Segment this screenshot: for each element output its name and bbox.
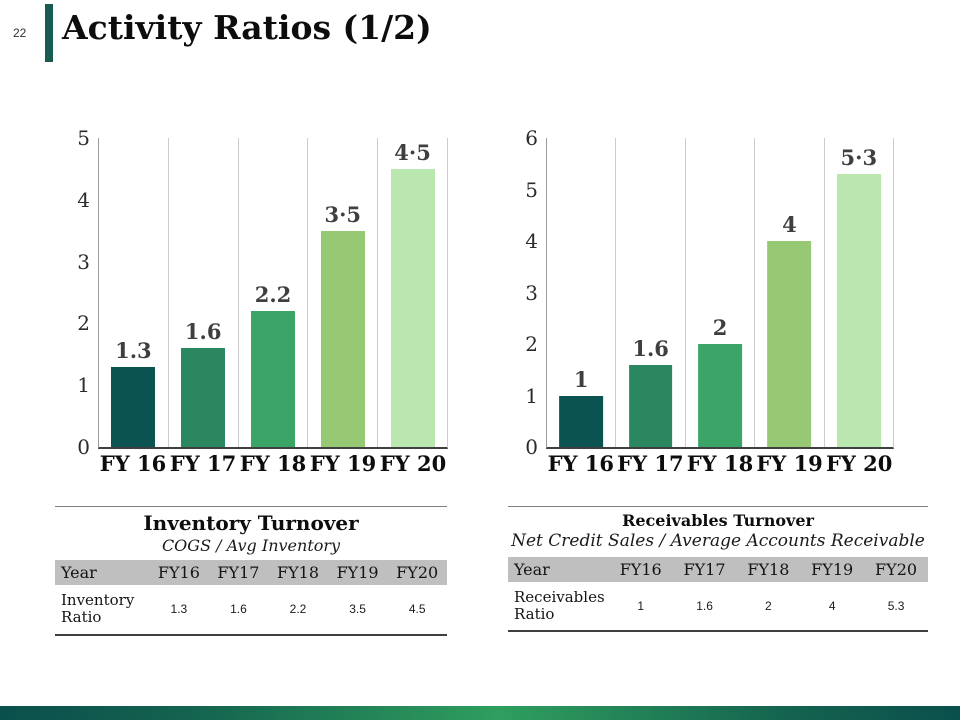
category-column: 1.6: [616, 138, 686, 447]
table-header-cell: FY20: [864, 556, 928, 582]
bar-fy16: [111, 366, 156, 447]
bar-value-label: 1: [573, 366, 589, 392]
table-value-cell: 5.3: [887, 599, 905, 614]
bar-fy18: [698, 344, 742, 447]
bar-value-label: 1.6: [184, 319, 222, 345]
table-value-cell: 1.3: [170, 602, 188, 617]
table-header-cell: FY17: [208, 560, 269, 586]
inventory-turnover-chart: 0 1 2 3 4 5 1.3 1.6 2.2 3·5 4·5 FY 16 FY 17 FY 18 FY 1…: [58, 126, 450, 481]
table-subtitle: Net Credit Sales / Average Accounts Rece…: [511, 531, 925, 552]
y-axis-tick-1: 1: [525, 383, 538, 408]
table-row-label: Receivables Ratio: [514, 587, 605, 624]
y-axis-tick-2: 2: [77, 311, 90, 336]
bar-fy19: [320, 230, 365, 447]
table-value-cell: 1.6: [696, 599, 713, 614]
category-column: 2.2: [239, 138, 309, 447]
x-axis-labels: FY 16 FY 17 FY 18 FY 19 FY 20: [546, 451, 894, 481]
table-value-cell: 1.6: [230, 602, 247, 617]
y-axis-tick-0: 0: [77, 435, 90, 459]
category-column: 4: [755, 138, 825, 447]
table-title: Receivables Turnover: [622, 511, 814, 530]
table-header-cell: Year: [55, 560, 150, 586]
table-value-cell: 2.2: [289, 602, 307, 617]
table-value-cell: 2: [765, 599, 772, 614]
x-axis-label: FY 17: [169, 451, 237, 476]
table-subtitle: COGS / Avg Inventory: [161, 536, 341, 555]
bar-fy18: [250, 311, 295, 447]
y-axis-tick-5: 5: [525, 177, 538, 202]
bar-value-label: 4·5: [394, 139, 431, 165]
bar-value-label: 2.2: [254, 282, 292, 308]
table-value-cell: 4.5: [408, 602, 426, 617]
bar-value-label: 1.3: [115, 337, 152, 363]
x-axis-label: FY 16: [99, 451, 167, 476]
footer-gradient-bar: [0, 706, 960, 720]
plot-area: 1.3 1.6 2.2 3·5 4·5: [98, 138, 448, 449]
table-value-cell: 1: [637, 599, 645, 614]
y-axis-tick-3: 3: [77, 249, 90, 274]
y-axis-tick-2: 2: [525, 332, 538, 356]
category-column: 4·5: [378, 138, 447, 447]
table-row-label: Inventory Ratio: [61, 591, 135, 627]
x-axis-label: FY 19: [756, 451, 823, 476]
bar-value-label: 4: [782, 212, 797, 238]
table-value-cell: 3.5: [349, 602, 366, 617]
bar-value-label: 3·5: [324, 201, 362, 227]
y-axis-tick-5: 5: [77, 126, 90, 150]
table-value-cell: 4: [828, 599, 836, 614]
table-header-cell: FY16: [608, 556, 673, 582]
table-header-cell: FY19: [327, 560, 388, 586]
receivables-turnover-table: Receivables Turnover Net Credit Sales / A…: [508, 506, 928, 633]
data-table: Year FY16 FY17 FY18 FY19 FY20 Receivables Rati…: [508, 556, 928, 633]
y-axis-tick-4: 4: [77, 187, 90, 212]
x-axis-label: FY 18: [686, 451, 754, 476]
table-header-cell: FY19: [800, 556, 865, 582]
plot-area: 1 1.6 2 4 5·3: [546, 138, 894, 449]
y-axis-tick-6: 6: [525, 126, 538, 150]
bar-fy16: [559, 395, 604, 447]
table-title: Inventory Turnover: [143, 511, 359, 535]
bar-fy20: [836, 174, 881, 447]
bar-fy17: [181, 348, 226, 447]
x-axis-label: FY 20: [379, 451, 447, 476]
category-column: 2: [686, 138, 756, 447]
y-axis-tick-0: 0: [525, 435, 538, 459]
data-table: Year FY16 FY17 FY18 FY19 FY20 Inventory Ratio 1…: [55, 560, 447, 636]
category-column: 1.3: [99, 138, 169, 447]
x-axis-label: FY 20: [825, 451, 893, 476]
x-axis-labels: FY 16 FY 17 FY 18 FY 19 FY 20: [98, 451, 448, 481]
y-axis-tick-1: 1: [77, 373, 90, 398]
inventory-turnover-table: Inventory Turnover COGS / Avg Inventory Ye…: [55, 506, 447, 636]
category-column: 1.6: [169, 138, 239, 447]
x-axis-label: FY 18: [239, 451, 307, 476]
page-title: Activity Ratios (1/2): [62, 8, 432, 47]
table-header-cell: Year: [508, 556, 609, 582]
x-axis-label: FY 19: [309, 451, 377, 476]
receivables-turnover-chart: 0 1 2 3 4 5 6 1 1.6 2 4 5·3 FY 16 FY 17 FY 18 FY 19 FY 2…: [506, 126, 896, 481]
table-header-cell: FY18: [736, 556, 801, 582]
x-axis-label: FY 17: [617, 451, 684, 476]
category-column: 1: [547, 138, 617, 447]
x-axis-label: FY 16: [547, 451, 615, 476]
table-header-cell: FY20: [387, 560, 447, 586]
category-column: 3·5: [308, 138, 379, 447]
table-header-cell: FY18: [268, 560, 328, 586]
bar-fy19: [767, 241, 812, 447]
bar-fy20: [390, 168, 435, 447]
bar-value-label: 2: [712, 315, 728, 341]
category-column: 5·3: [825, 138, 893, 447]
bar-value-label: 1.6: [632, 335, 669, 361]
table-header-cell: FY17: [672, 556, 737, 582]
table-header-cell: FY16: [149, 560, 209, 586]
y-axis-tick-4: 4: [525, 229, 538, 253]
bar-fy17: [628, 364, 673, 447]
page-number: 22: [13, 26, 27, 40]
title-accent-bar: [45, 4, 53, 62]
bar-value-label: 5·3: [840, 145, 878, 171]
y-axis-tick-3: 3: [525, 280, 538, 305]
